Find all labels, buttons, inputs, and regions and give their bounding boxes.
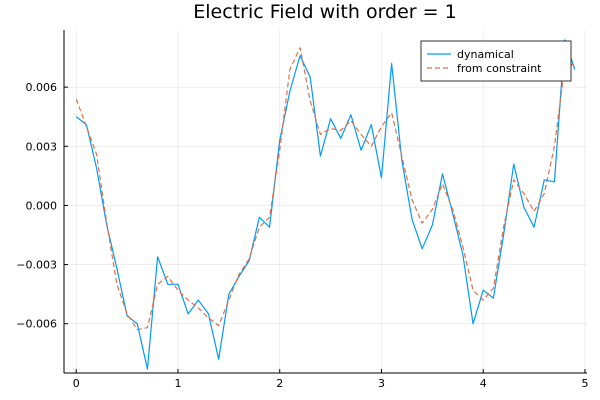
x-tick-label: 4 bbox=[480, 377, 487, 390]
legend-label: dynamical bbox=[457, 48, 514, 61]
y-tick-label: −0.006 bbox=[16, 318, 57, 331]
x-tick-label: 5 bbox=[581, 377, 588, 390]
x-tick-label: 3 bbox=[378, 377, 385, 390]
legend-label: from constraint bbox=[457, 62, 542, 75]
series-line-dynamical bbox=[75, 39, 576, 370]
x-tick-label: 1 bbox=[174, 377, 181, 390]
series-line-from-constraint bbox=[75, 47, 576, 331]
series-layer bbox=[75, 39, 576, 370]
y-tick-label: −0.003 bbox=[16, 259, 57, 272]
y-tick-label: 0.000 bbox=[26, 199, 58, 212]
legend-box bbox=[420, 40, 572, 82]
chart-title: Electric Field with order = 1 bbox=[193, 1, 456, 23]
y-tick-label: 0.006 bbox=[26, 81, 58, 94]
x-tick-label: 0 bbox=[73, 377, 80, 390]
x-tick-label: 2 bbox=[276, 377, 283, 390]
ticks: 0 1 2 3 4 5 −0.006 −0.003 0.000 0.003 0.006 bbox=[16, 81, 588, 390]
y-tick-label: 0.003 bbox=[26, 140, 58, 153]
